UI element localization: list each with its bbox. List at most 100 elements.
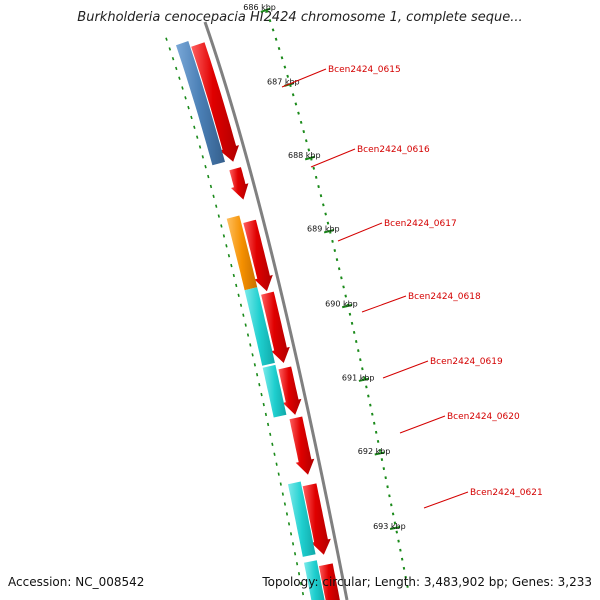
- track-dot: [277, 472, 280, 476]
- track-dot: [293, 552, 297, 556]
- ruler-dot: [354, 340, 358, 344]
- ruler-dot: [319, 194, 323, 198]
- accession-text: Accession: NC_008542: [8, 575, 145, 589]
- gene-label: Bcen2424_0621: [470, 488, 543, 498]
- ruler-dot: [378, 449, 382, 452]
- ruler-dot: [274, 37, 278, 41]
- tick-label: 691 kbp: [342, 373, 375, 382]
- ruler-dot: [344, 294, 347, 298]
- track-dot: [269, 432, 272, 437]
- ruler-dot: [271, 28, 275, 32]
- ruler-dot: [297, 111, 300, 115]
- ruler-dot: [340, 276, 343, 280]
- track-dot: [181, 86, 184, 90]
- track-dot: [212, 194, 215, 199]
- cds-arrow: [289, 416, 315, 475]
- feature-band-cyan: [244, 287, 275, 366]
- ruler-dot: [365, 385, 368, 389]
- track-dot: [289, 532, 293, 536]
- feature-band-olive: [171, 29, 184, 34]
- ruler-dot: [369, 403, 372, 407]
- track-dot: [287, 522, 291, 526]
- ruler-dot: [367, 394, 370, 398]
- track-dot: [239, 303, 243, 307]
- track-dot: [222, 234, 226, 238]
- ruler-dot: [391, 512, 395, 516]
- ruler-dot: [359, 358, 362, 362]
- gene-label-leader: [337, 222, 383, 242]
- ruler-dot: [294, 102, 298, 106]
- track-dot: [227, 254, 231, 258]
- ruler-dot: [342, 285, 345, 289]
- feature-layer: [165, 24, 340, 600]
- ruler-dot: [374, 430, 378, 434]
- track-dot: [279, 482, 282, 486]
- track-dot: [171, 56, 175, 61]
- ruler-tick: [374, 451, 385, 456]
- ruler-tick: [389, 526, 401, 530]
- tick-label: 692 kbp: [358, 447, 391, 456]
- feature-band-cyan: [304, 560, 325, 600]
- cds-arrow: [278, 366, 302, 415]
- track-dot: [165, 37, 168, 41]
- track-dot: [273, 452, 276, 456]
- cds-arrow: [186, 24, 200, 29]
- ruler-dot: [388, 494, 391, 498]
- ruler-dot: [304, 139, 308, 143]
- sequence-stats: Topology: circular; Length: 3,483,902 bp…: [262, 575, 592, 589]
- ruler-dot: [291, 93, 295, 97]
- ruler-dot: [380, 458, 384, 462]
- ruler-dot: [372, 421, 376, 425]
- cds-arrow: [229, 167, 249, 200]
- gene-label: Bcen2424_0617: [384, 219, 457, 229]
- track-dot: [301, 591, 305, 596]
- track-dot: [258, 382, 261, 387]
- cds-arrow: [261, 291, 290, 363]
- sequence-backbone: [203, 21, 349, 600]
- tick-label: 688 kbp: [288, 151, 321, 160]
- track-dot: [285, 512, 289, 516]
- gene-label-leader: [310, 148, 356, 168]
- ruler-dot: [322, 203, 325, 207]
- track-dot: [295, 562, 299, 566]
- track-dot: [297, 572, 301, 576]
- cds-arrow: [302, 483, 331, 555]
- tick-layer: 686 kbp 687 kbp 688 kbp 689 kbp 690 kbp 691 k…: [243, 3, 409, 588]
- track-dot: [201, 155, 204, 159]
- track-dot: [220, 224, 223, 228]
- ruler-dot: [280, 56, 284, 60]
- ruler-dot: [326, 221, 330, 225]
- gene-label: Bcen2424_0620: [447, 412, 520, 422]
- ruler-dot: [299, 120, 303, 124]
- tick-label: 687 kbp: [267, 77, 300, 86]
- feature-band-orange: [226, 215, 258, 291]
- ruler-dot: [302, 130, 306, 134]
- gene-label-leader: [399, 415, 446, 434]
- ruler-dot: [337, 267, 341, 271]
- ruler-dot: [386, 485, 389, 489]
- ruler-tick: [304, 155, 316, 161]
- ruler-dot: [361, 367, 364, 371]
- cds-arrow: [318, 563, 340, 600]
- ruler-dot: [376, 439, 380, 443]
- track-dot: [266, 422, 270, 427]
- track-dot: [264, 412, 268, 417]
- ruler-dot: [371, 412, 374, 416]
- ruler-dot: [352, 330, 356, 334]
- ruler-tick: [260, 7, 271, 13]
- track-dot: [291, 542, 295, 546]
- track-dot: [244, 323, 247, 327]
- map-title: Burkholderia cenocepacia HI2424 chromoso…: [77, 10, 523, 25]
- tick-label: 693 kbp: [373, 522, 406, 531]
- ruler-dot: [397, 539, 400, 543]
- track-dot: [168, 47, 172, 51]
- track-dot: [187, 105, 190, 110]
- ruler-dot: [312, 166, 316, 170]
- gene-label-leader: [423, 491, 469, 509]
- ruler-dot: [314, 175, 318, 179]
- track-dot: [251, 353, 254, 357]
- ruler-dot: [331, 239, 334, 243]
- track-dot: [225, 244, 228, 248]
- ruler-dot: [393, 521, 397, 525]
